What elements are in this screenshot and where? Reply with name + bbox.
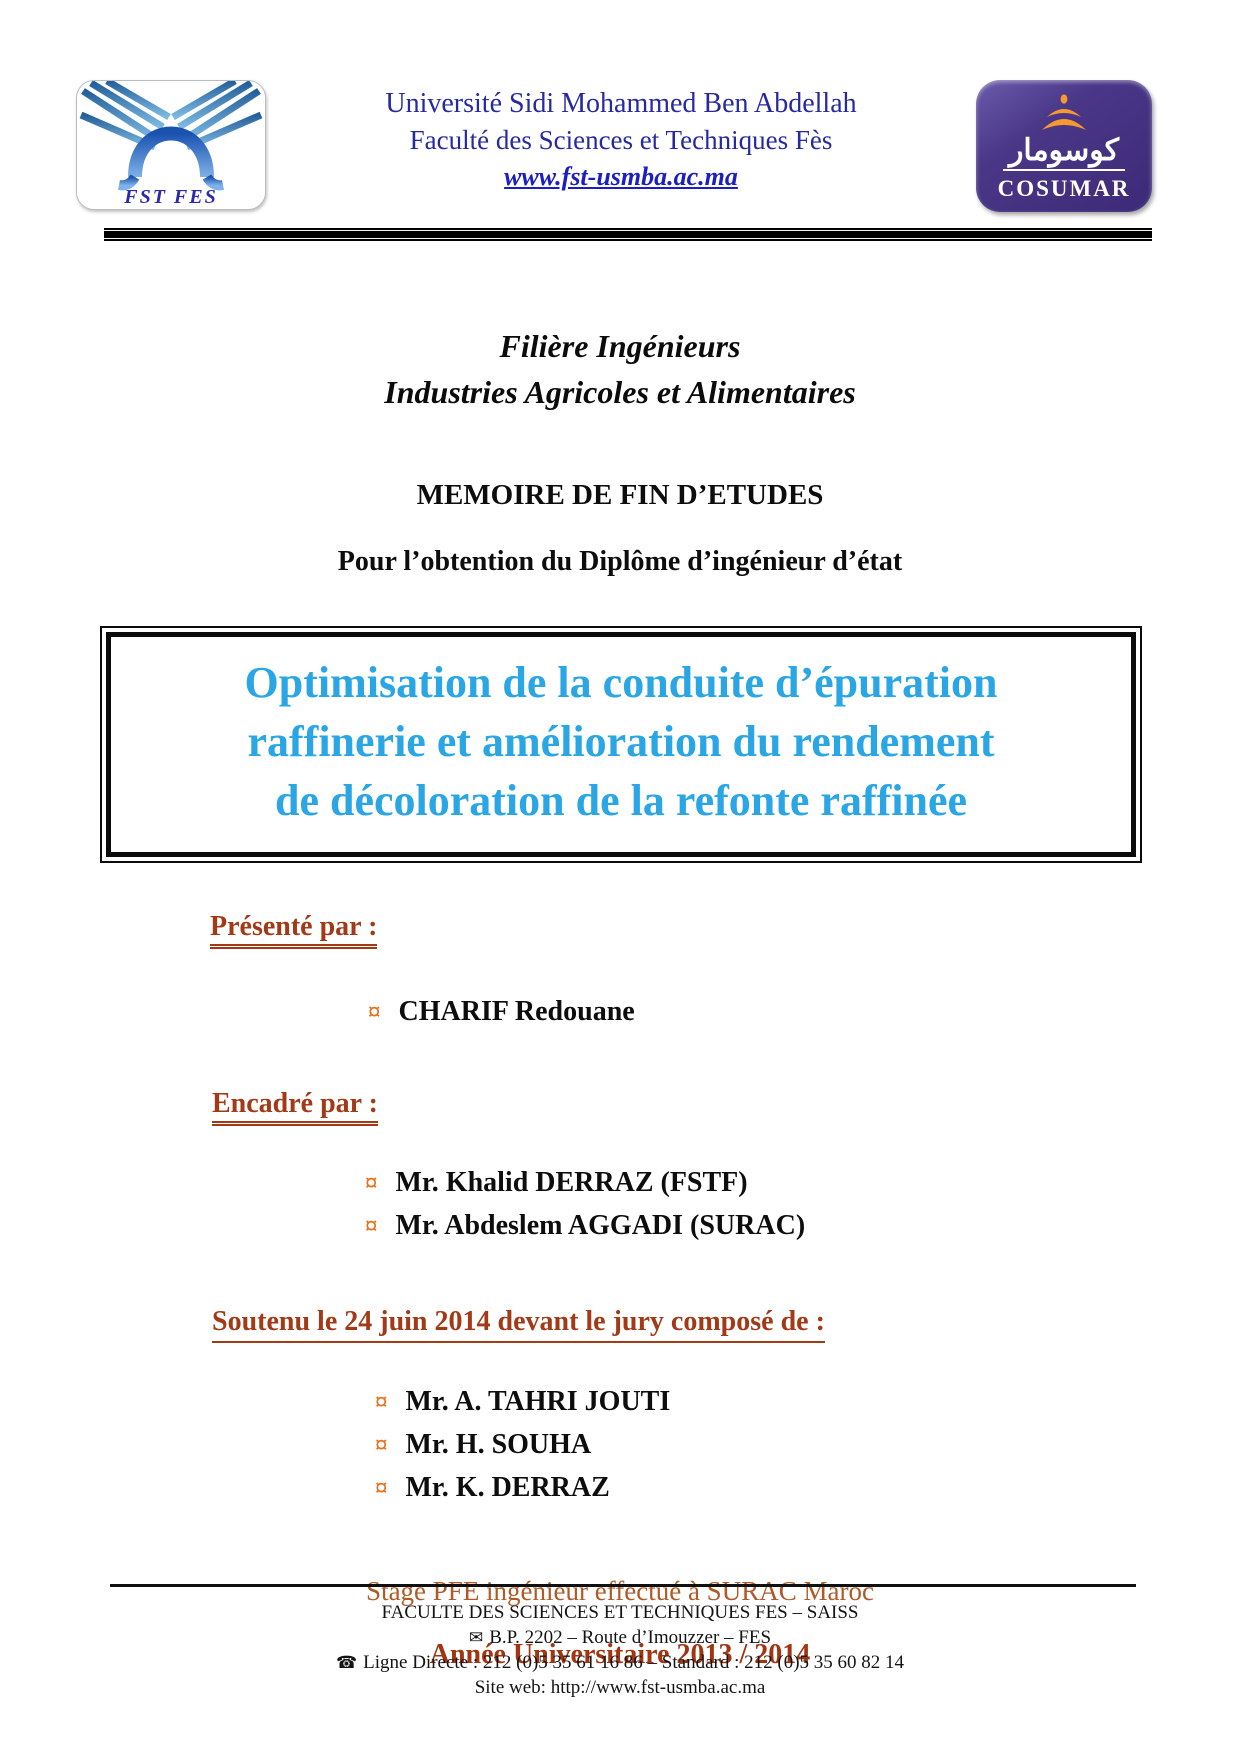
cosumar-latin-name: COSUMAR xyxy=(997,176,1131,201)
academic-year: Année Universitaire 2013 / 2014 xyxy=(429,1639,811,1670)
fst-fes-logo: FST FES xyxy=(76,80,266,210)
jury-member-name: Mr. H. SOUHA xyxy=(405,1429,592,1460)
university-name: Université Sidi Mohammed Ben Abdellah xyxy=(385,88,857,119)
list-item: ¤ Mr. K. DERRAZ xyxy=(375,1467,1240,1510)
fst-fes-logo-label: FST FES xyxy=(123,186,217,208)
defense-heading: Soutenu le 24 juin 2014 devant le jury c… xyxy=(212,1306,825,1343)
footer-website-line: Site web: http://www.fst-usmba.ac.ma xyxy=(474,1677,766,1698)
footer-address-text: B.P. 2202 – Route d’Imouzzer – FES xyxy=(489,1627,772,1648)
bullet-icon: ¤ xyxy=(375,1432,388,1459)
list-item: ¤ Mr. H. SOUHA xyxy=(375,1424,1240,1467)
phone-icon: ☎ xyxy=(335,1653,358,1672)
memoir-subtitle: Pour l’obtention du Diplôme d’ingénieur … xyxy=(337,546,903,577)
cosumar-arabic-name: كوسومار xyxy=(1002,136,1126,171)
jury-member-name: Mr. K. DERRAZ xyxy=(405,1472,610,1503)
thesis-title-line-1: Optimisation de la conduite d’épuration xyxy=(244,658,998,707)
bullet-icon: ¤ xyxy=(365,1170,378,1197)
program-line-1: Filière Ingénieurs xyxy=(499,328,741,364)
university-header-block: Université Sidi Mohammed Ben Abdellah Fa… xyxy=(266,80,976,192)
page-header: FST FES Université Sidi Mohammed Ben Abd… xyxy=(0,0,1240,212)
program-block: Filière Ingénieurs Industries Agricoles … xyxy=(0,323,1240,415)
supervised-by-list: ¤ Mr. Khalid DERRAZ (FSTF) ¤ Mr. Abdesle… xyxy=(365,1162,1240,1248)
presented-by-section: Présenté par : xyxy=(210,911,1240,949)
footer-phone-text: Ligne Directe : 212 (0)5 35 61 16 86 – S… xyxy=(363,1652,905,1673)
defense-section: Soutenu le 24 juin 2014 devant le jury c… xyxy=(212,1306,1240,1343)
list-item: ¤ Mr. Khalid DERRAZ (FSTF) xyxy=(365,1162,1240,1205)
faculty-name: Faculté des Sciences et Techniques Fès xyxy=(409,125,833,155)
presented-by-list: ¤ CHARIF Redouane xyxy=(368,991,1240,1034)
footer-address-line: ✉ B.P. 2202 – Route d’Imouzzer – FES xyxy=(0,1625,1240,1650)
jury-list: ¤ Mr. A. TAHRI JOUTI ¤ Mr. H. SOUHA ¤ Mr… xyxy=(375,1381,1240,1510)
thesis-title-line-2: raffinerie et amélioration du rendement xyxy=(247,717,995,766)
bullet-icon: ¤ xyxy=(375,1475,388,1502)
thesis-title-line-3: de décoloration de la refonte raffinée xyxy=(274,776,967,825)
program-line-2: Industries Agricoles et Alimentaires xyxy=(384,374,856,410)
footer-faculty-line: FACULTE DES SCIENCES ET TECHNIQUES FES –… xyxy=(381,1602,859,1623)
bullet-icon: ¤ xyxy=(368,999,381,1026)
thesis-title: Optimisation de la conduite d’épuration … xyxy=(119,653,1123,830)
cosumar-crown-icon xyxy=(1042,94,1086,130)
footer-phone-line: ☎ Ligne Directe : 212 (0)5 35 61 16 86 – … xyxy=(0,1650,1240,1675)
thesis-title-box: Optimisation de la conduite d’épuration … xyxy=(100,626,1142,863)
supervised-by-section: Encadré par : xyxy=(212,1088,1240,1126)
footer-divider xyxy=(110,1584,1136,1587)
arch-emblem xyxy=(118,111,224,191)
list-item: ¤ Mr. A. TAHRI JOUTI xyxy=(375,1381,1240,1424)
cosumar-logo: كوسومار COSUMAR xyxy=(976,80,1152,212)
memoir-title: MEMOIRE DE FIN D’ETUDES xyxy=(416,479,824,511)
page-footer: FACULTE DES SCIENCES ET TECHNIQUES FES –… xyxy=(0,1600,1240,1700)
bullet-icon: ¤ xyxy=(365,1213,378,1240)
supervised-by-heading: Encadré par : xyxy=(212,1088,378,1126)
bullet-icon: ¤ xyxy=(375,1389,388,1416)
header-divider xyxy=(104,228,1152,241)
internship-line: Stage PFE ingénieur effectué à SURAC Mar… xyxy=(366,1576,874,1606)
jury-member-name: Mr. A. TAHRI JOUTI xyxy=(405,1386,671,1417)
supervisor-name: Mr. Abdeslem AGGADI (SURAC) xyxy=(395,1210,806,1241)
presented-by-heading: Présenté par : xyxy=(210,911,378,949)
fst-fes-logo-graphic: FST FES xyxy=(77,81,265,209)
supervisor-name: Mr. Khalid DERRAZ (FSTF) xyxy=(395,1167,748,1198)
university-website-link[interactable]: www.fst-usmba.ac.ma xyxy=(504,162,738,191)
envelope-icon: ✉ xyxy=(468,1628,484,1647)
list-item: ¤ Mr. Abdeslem AGGADI (SURAC) xyxy=(365,1205,1240,1248)
list-item: ¤ CHARIF Redouane xyxy=(368,991,1240,1034)
thesis-title-box-inner: Optimisation de la conduite d’épuration … xyxy=(106,632,1136,857)
student-name: CHARIF Redouane xyxy=(398,996,635,1027)
